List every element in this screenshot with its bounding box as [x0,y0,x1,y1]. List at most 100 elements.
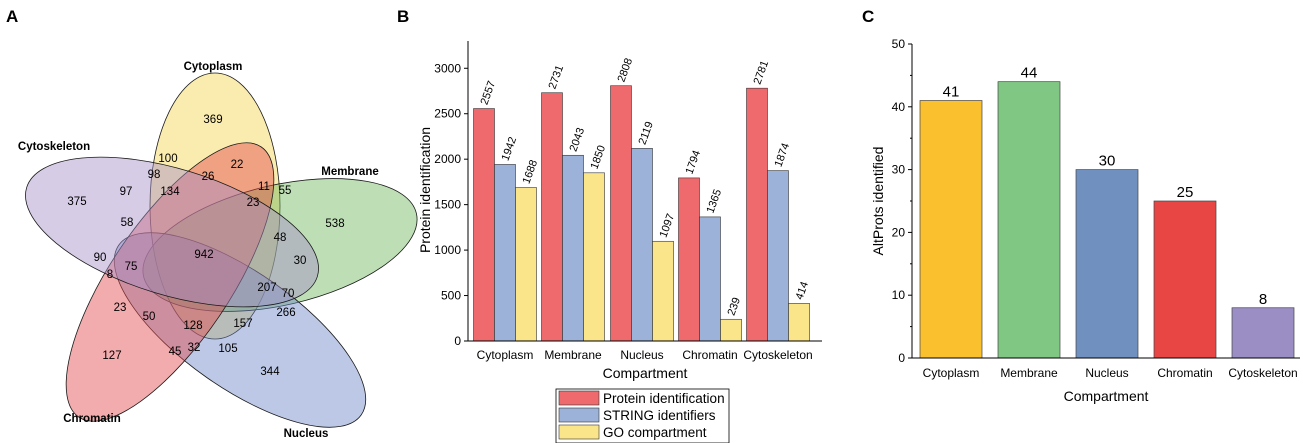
chart-b-bar [610,85,632,342]
chart-c-bar [1231,307,1295,359]
chart-b-data-label: 2043 [568,126,588,153]
chart-b-x-tick-label: Membrane [544,348,602,362]
chart-b-bar [678,177,700,342]
chart-c-y-tick-label: 10 [892,288,906,302]
chart-c-x-tick-labels: Cytoplasm Membrane Nucleus Chromatin Cytoske… [923,366,1298,380]
chart-b-legend-swatch [558,390,600,406]
venn-region-count: 90 [94,252,107,264]
venn-region-count: 32 [188,342,201,354]
chart-b-data-label: 1942 [500,135,520,162]
venn-diagram: Cytoplasm Membrane Nucleus Chromatin Cyt… [18,61,418,440]
venn-region-count: 375 [67,196,86,208]
venn-region-count: 100 [158,153,177,165]
chart-c-ylabel: AltProts identified [870,147,886,256]
venn-region-count: 26 [202,171,215,183]
chart-c-y-tick-label: 50 [892,37,906,51]
chart-b-bar [652,240,674,342]
chart-b-data-label: 1688 [521,158,541,185]
chart-b-x-tick-labels: Cytoplasm Membrane Nucleus Chromatin Cytoske… [477,348,813,362]
chart-b-y-tick-label: 1000 [434,243,461,257]
venn-region-count: 50 [143,311,156,323]
venn-label-chromatin: Chromatin [63,413,121,425]
venn-region-count: 128 [183,320,202,332]
venn-region-count: 942 [194,249,213,261]
chart-c-bars: 41 44 30 25 8 [919,65,1295,359]
chart-b-bar [515,187,537,342]
venn-region-count: 30 [294,255,307,267]
chart-b-data-label: 414 [794,280,812,301]
venn-region-count: 75 [125,261,138,273]
venn-region-count: 97 [120,186,133,198]
venn-region-counts: 369 22 55 538 11 23 48 30 100 26 98 134 97 375 58 942 90… [67,114,344,378]
venn-label-cytoskeleton: Cytoskeleton [18,141,90,153]
chart-b-legend-label: GO compartment [603,425,707,440]
chart-b-bar [583,172,605,342]
chart-b-data-label: 1850 [589,144,609,171]
chart-b-data-label: 2808 [616,57,636,84]
chart-c-y-tick-label: 20 [892,225,906,239]
chart-c-y-axis: 0 10 20 30 40 50 [892,37,912,365]
venn-ellipse-nucleus [113,232,367,428]
venn-ellipse-chromatin [65,142,275,422]
venn-ellipse-membrane [142,178,418,312]
venn-region-count: 266 [276,307,295,319]
venn-region-count: 538 [325,218,344,230]
venn-region-count: 157 [233,318,252,330]
chart-c-x-tick-label: Cytoplasm [923,366,980,380]
chart-b-data-label: 1794 [684,149,704,176]
chart-b-legend-swatch [558,424,600,440]
venn-ellipse-cytoplasm [149,72,281,340]
chart-b-bar [631,148,653,342]
chart-b-y-axis: 0 500 1000 1500 2000 2500 3000 [434,61,468,348]
venn-region-count: 344 [260,366,280,378]
chart-b-bar [699,216,721,342]
venn-region-count: 70 [282,288,295,300]
venn-ellipse-cytoskeleton [25,156,319,308]
chart-b-ylabel: Protein identification [417,127,433,253]
chart-c-bar [919,100,983,359]
venn-region-count: 22 [231,159,244,171]
venn-region-count: 23 [114,302,127,314]
chart-b-legend: Protein identification STRING identifiers… [555,388,730,443]
chart-c-y-tick-label: 30 [892,163,906,177]
chart-b-y-tick-label: 0 [454,334,461,348]
chart-c-x-tick-label: Membrane [1000,366,1058,380]
venn-region-count: 45 [169,346,182,358]
chart-b-x-tick-label: Nucleus [620,348,663,362]
chart-b-bar [494,164,516,342]
venn-label-nucleus: Nucleus [284,428,329,440]
chart-c-data-label: 25 [1177,184,1194,201]
chart-b-bar [541,92,563,342]
chart-c-x-tick-label: Nucleus [1085,366,1128,380]
chart-b-y-tick-label: 2500 [434,107,461,121]
chart-c-bar [1075,169,1139,359]
chart-b-data-label: 2119 [637,120,656,146]
venn-region-count: 11 [258,181,270,193]
panel-b-label: B [397,7,409,26]
chart-b-y-tick-label: 500 [441,289,461,303]
chart-b-bar [767,170,789,342]
venn-region-count: 55 [279,185,292,197]
chart-c: 0 10 20 30 40 50 41 44 30 25 8 Cytoplasm Membrane N… [870,37,1300,404]
chart-c-data-label: 44 [1021,65,1038,82]
chart-b-y-tick-label: 2000 [434,152,461,166]
venn-region-count: 58 [121,217,134,229]
chart-b-data-label: 1097 [658,212,678,239]
chart-b-y-tick-label: 1500 [434,198,461,212]
venn-region-count: 23 [247,197,260,209]
chart-b-bar [562,154,584,342]
venn-region-count: 8 [107,269,113,281]
chart-b-x-tick-label: Chromatin [682,348,737,362]
chart-b-legend-swatch [558,407,600,423]
chart-b-bar [788,303,810,342]
venn-region-count: 207 [257,282,276,294]
chart-c-y-tick-label: 0 [898,351,905,365]
chart-b-data-label: 1874 [773,142,793,169]
chart-b-bar [720,318,742,342]
chart-b-x-tick-label: Cytoplasm [477,348,534,362]
chart-c-x-tick-label: Cytoskeleton [1228,366,1297,380]
chart-b-bar [746,87,768,342]
chart-c-x-tick-label: Chromatin [1157,366,1212,380]
